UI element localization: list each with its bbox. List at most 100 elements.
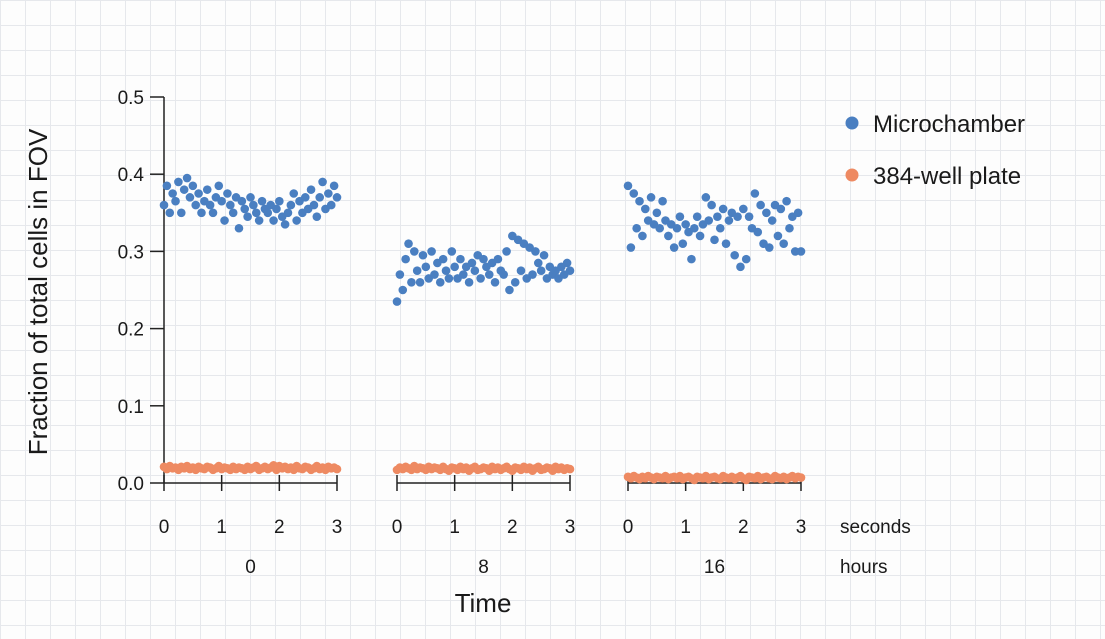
- microchamber-point: [435, 277, 445, 287]
- seconds-unit-label: seconds: [840, 517, 911, 538]
- x-tick-label: 1: [216, 517, 227, 538]
- microchamber-point: [762, 208, 771, 218]
- microchamber-point: [655, 223, 665, 233]
- microchamber-point: [191, 200, 201, 210]
- microchamber-point: [438, 254, 448, 264]
- x-tick-label: 2: [274, 517, 285, 538]
- x-tick-label: 0: [623, 517, 634, 538]
- microchamber-point: [531, 247, 540, 256]
- microchamber-point: [441, 266, 451, 276]
- 384-well-plate-point: [796, 473, 806, 482]
- microchamber-point: [404, 239, 413, 248]
- microchamber-point: [536, 266, 546, 276]
- microchamber-point: [289, 189, 299, 198]
- microchamber-point: [678, 239, 688, 248]
- microchamber-point: [392, 297, 402, 306]
- microchamber-point: [177, 208, 186, 218]
- microchamber-point: [764, 243, 774, 252]
- microchamber-point: [329, 181, 339, 191]
- microchamber-point: [286, 200, 296, 210]
- microchamber-point: [254, 216, 264, 225]
- microchamber-point: [249, 200, 258, 210]
- microchamber-point: [539, 250, 549, 260]
- x-axes: 0 1 2 300 1 2 380 1 2 316: [159, 475, 807, 578]
- microchamber-point: [692, 212, 702, 221]
- microchamber-point: [240, 204, 250, 214]
- microchamber-point: [779, 239, 788, 248]
- microchamber-point: [418, 250, 428, 260]
- microchamber-point: [407, 277, 416, 287]
- microchamber-point: [476, 274, 485, 283]
- 384-well-plate-point: [565, 464, 575, 474]
- x-tick-label: 3: [796, 517, 807, 538]
- microchamber-point: [447, 247, 457, 256]
- x-tick-label: 2: [507, 517, 518, 538]
- microchamber-point: [300, 193, 310, 202]
- microchamber-point: [479, 254, 488, 264]
- x-tick-label: 2: [738, 517, 749, 538]
- microchamber-point: [208, 208, 218, 218]
- microchamber-point: [707, 200, 716, 210]
- microchamber-point: [318, 177, 327, 187]
- microchamber-point: [484, 270, 494, 279]
- microchamber-point: [672, 223, 682, 233]
- microchamber-point: [721, 239, 731, 248]
- microchamber-point: [562, 258, 572, 268]
- legend-label: Microchamber: [873, 111, 1025, 138]
- y-tick-label: 0.2: [118, 320, 144, 341]
- microchamber-point: [744, 212, 754, 221]
- microchamber-point: [730, 250, 739, 260]
- microchamber-point: [174, 177, 183, 187]
- legend: Microchamber 384-well plate: [845, 111, 1025, 190]
- x-tick-label: 3: [565, 517, 576, 538]
- microchamber-point: [687, 254, 696, 264]
- y-tick-label: 0.5: [118, 88, 144, 109]
- microchamber-point: [315, 193, 325, 202]
- microchamber-point: [162, 181, 172, 191]
- microchamber-point: [214, 181, 224, 191]
- microchamber-point: [292, 216, 301, 225]
- microchamber-point: [773, 231, 783, 241]
- microchamber-point: [309, 200, 319, 210]
- hours-group-label: 16: [704, 557, 725, 578]
- microchamber-point: [412, 266, 422, 276]
- microchamber-point: [410, 247, 419, 256]
- microchamber-point: [415, 277, 425, 287]
- legend-label: 384-well plate: [873, 163, 1021, 190]
- microchamber-point: [283, 208, 293, 218]
- microchamber-point: [793, 208, 803, 218]
- microchamber-point: [741, 254, 751, 264]
- microchamber-point: [159, 200, 169, 210]
- microchamber-point: [263, 208, 273, 218]
- microchamber-point: [690, 223, 699, 233]
- legend-marker: [845, 168, 859, 182]
- microchamber-point: [243, 212, 252, 221]
- microchamber-point: [733, 212, 742, 221]
- microchamber-point: [257, 196, 267, 206]
- microchamber-point: [332, 193, 342, 202]
- microchamber-point: [632, 223, 641, 233]
- microchamber-point: [205, 200, 215, 210]
- microchamber-point: [796, 247, 806, 256]
- x-tick-label: 1: [680, 517, 691, 538]
- x-axis-label: Time: [455, 588, 512, 618]
- y-tick-label: 0.0: [118, 474, 144, 495]
- data-points: [159, 173, 806, 485]
- y-tick-label: 0.3: [118, 242, 144, 263]
- microchamber-point: [168, 189, 177, 198]
- x-tick-label: 0: [392, 517, 403, 538]
- microchamber-point: [715, 223, 725, 233]
- microchamber-point: [398, 285, 408, 295]
- microchamber-point: [223, 189, 232, 198]
- microchamber-point: [493, 254, 503, 264]
- microchamber-point: [713, 212, 722, 221]
- microchamber-point: [234, 223, 244, 233]
- microchamber-point: [701, 193, 711, 202]
- microchamber-point: [275, 196, 284, 206]
- microchamber-point: [675, 212, 685, 221]
- microchamber-point: [456, 254, 465, 264]
- microchamber-point: [179, 185, 189, 194]
- y-axis: 0.0 0.1 0.2 0.3 0.4 0.5: [118, 88, 165, 495]
- microchamber-point: [681, 220, 690, 229]
